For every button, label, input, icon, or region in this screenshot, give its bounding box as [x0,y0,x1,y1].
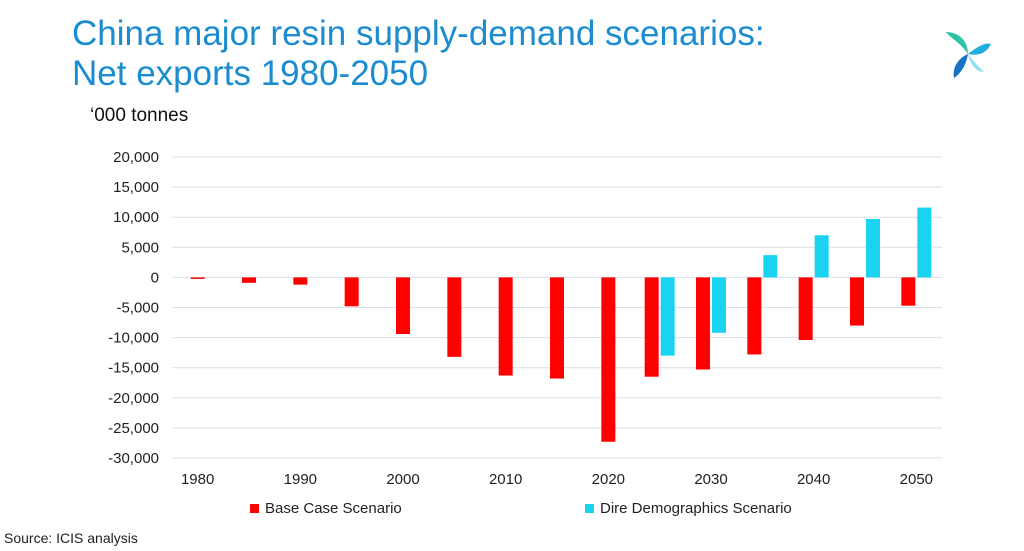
y-tick-label: 5,000 [121,239,159,256]
bar-base-case-2010 [498,277,513,376]
bar-base-case-2000 [396,277,410,334]
legend-label-dire-demographics: Dire Demographics Scenario [600,500,792,517]
bar-base-case-2005 [447,277,462,357]
x-tick-label: 2030 [694,471,727,488]
y-tick-label: -5,000 [116,300,159,317]
y-tick-label: -30,000 [108,450,159,467]
bar-dire-demographics-2045 [866,219,880,278]
bar-base-case-2040 [798,277,813,341]
x-tick-label: 2010 [489,471,522,488]
x-tick-label: 2050 [900,471,933,488]
legend-label-base-case: Base Case Scenario [265,500,402,517]
icis-logo-icon [946,32,991,78]
x-tick-label: 2000 [386,471,419,488]
y-tick-label: 0 [151,269,159,286]
y-tick-label: -25,000 [108,420,159,437]
chart-title-line-2: Net exports 1980-2050 [72,54,429,93]
y-tick-label: -15,000 [108,360,159,377]
legend-swatch-dire-demographics [585,504,594,513]
bar-dire-demographics-2050 [917,207,932,278]
y-tick-label: 10,000 [113,209,159,226]
legend-item-dire-demographics: Dire Demographics Scenario [585,500,792,517]
x-tick-label: 1980 [181,471,214,488]
bar-base-case-1995 [344,277,359,307]
x-tick-label: 2040 [797,471,830,488]
legend-item-base-case: Base Case Scenario [250,500,402,517]
y-tick-label: -10,000 [108,330,159,347]
bar-dire-demographics-2025 [660,277,675,356]
bar-dire-demographics-2030 [712,277,726,333]
y-tick-label: 15,000 [113,179,159,196]
y-axis-unit-label: ‘000 tonnes [90,105,189,126]
bar-base-case-1980 [190,277,205,279]
bar-base-case-1990 [293,277,308,285]
bar-base-case-2050 [901,277,916,306]
y-tick-label: 20,000 [113,149,159,166]
x-tick-label: 2020 [592,471,625,488]
bar-base-case-2045 [850,277,864,326]
legend-swatch-base-case [250,504,259,513]
bar-base-case-2030 [696,277,710,370]
x-tick-label: 1990 [284,471,317,488]
y-tick-label: -20,000 [108,390,159,407]
bar-base-case-2020 [601,277,616,442]
bar-base-case-2035 [747,277,762,355]
chart-title: China major resin supply-demand scenario… [72,14,765,94]
bar-dire-demographics-2035 [763,255,778,278]
bar-base-case-2015 [550,277,564,379]
chart-title-line-1: China major resin supply-demand scenario… [72,14,765,53]
bar-base-case-1985 [242,277,256,283]
bar-dire-demographics-2040 [814,235,829,278]
bar-base-case-2025 [644,277,659,377]
source-note: Source: ICIS analysis [4,530,138,546]
